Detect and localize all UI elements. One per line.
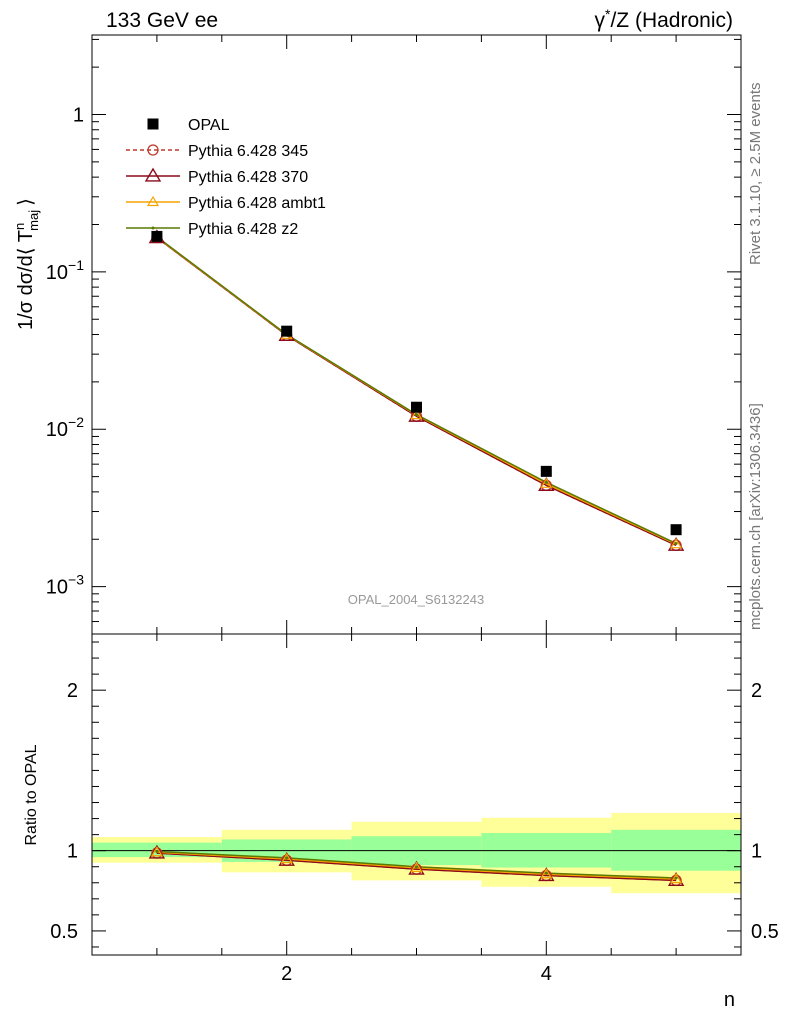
ratio-y-axis-label: Ratio to OPAL [23,744,40,845]
ratio-series-line [156,852,677,882]
energy-title: 133 GeV ee [106,9,218,32]
legend-label: Pythia 6.428 ambt1 [188,195,326,212]
opal-data-point [670,524,682,536]
main-series-line [156,236,677,545]
ratio-series-point [670,872,683,884]
ratio-y-tick-label-right: 0.5 [751,921,779,943]
ratio-series-point [155,849,159,853]
main-y-tick-label: 10−1 [46,257,84,284]
main-y-tick-label: 10−3 [46,572,84,599]
legend-label: OPAL [188,117,230,134]
legend-entry: Pythia 6.428 370 [126,167,308,186]
mcplots-label: mcplots.cern.ch [arXiv:1306.3436] [747,403,764,630]
ratio-y-tick-label: 1 [67,841,78,863]
ratio-y-tick-label: 2 [67,680,78,702]
legend-entry: OPAL [147,117,230,134]
ratio-series-point [150,846,163,857]
main-series-line [156,237,677,547]
main-y-tick-label: 1 [73,104,84,126]
ratio-y-tick-label-right: 2 [751,680,762,702]
analysis-watermark: OPAL_2004_S6132243 [348,592,484,607]
legend-marker [146,195,160,207]
x-axis-label: n [724,989,735,1011]
ratio-series-point [544,871,548,875]
legend-label: Pythia 6.428 345 [188,143,308,160]
ratio-series-point [674,876,678,880]
main-series-point [540,477,553,488]
ratio-y-tick-label-right: 1 [751,841,762,863]
rivet-label: Rivet 3.1.10, ≥ 2.5M events [747,83,764,266]
main-y-axis-label: 1/σ dσ/d⟨ Tnmaj⟩ [12,198,41,330]
ratio-series-point [148,844,166,859]
main-series-line [156,236,677,545]
opal-data-point [540,465,552,477]
legend-entry: Pythia 6.428 345 [126,143,308,160]
ratio-series-point [285,856,289,860]
ratio-series-point [410,861,423,872]
opal-data-point [281,325,293,337]
legend-marker [144,167,162,182]
ratio-series-point [540,868,553,879]
legend-label: Pythia 6.428 370 [188,169,308,186]
x-tick-label: 2 [281,963,292,985]
main-series-line [156,237,677,547]
main-series-point [544,480,548,484]
main-y-tick-label: 10−2 [46,414,84,441]
main-series [148,229,685,551]
ratio-axes: 2 2 1 1 0.5 0.5 2 4 [50,633,779,985]
legend-marker [147,118,159,130]
legend: OPAL Pythia 6.428 345 Pythia 6.428 370 Pyth… [126,117,326,238]
opal-data-point [411,401,422,413]
main-series-point [674,541,678,545]
main-series-point [415,413,418,417]
main-series-point [670,538,683,549]
process-title: γ*/Z (Hadronic) [595,6,733,32]
main-series-point [410,408,423,420]
legend-marker [147,144,159,156]
legend-entry: Pythia 6.428 z2 [126,221,298,238]
opal-data-point [151,230,163,242]
legend-entry: Pythia 6.428 ambt1 [126,195,326,212]
ratio-series [148,844,685,887]
legend-marker [151,226,155,230]
ratio-frame [91,633,742,956]
ratio-series-point [280,852,293,864]
ratio-y-tick-label: 0.5 [50,921,78,943]
ratio-series-point [415,865,418,869]
legend-label: Pythia 6.428 z2 [188,221,298,238]
x-tick-label: 4 [541,963,552,985]
